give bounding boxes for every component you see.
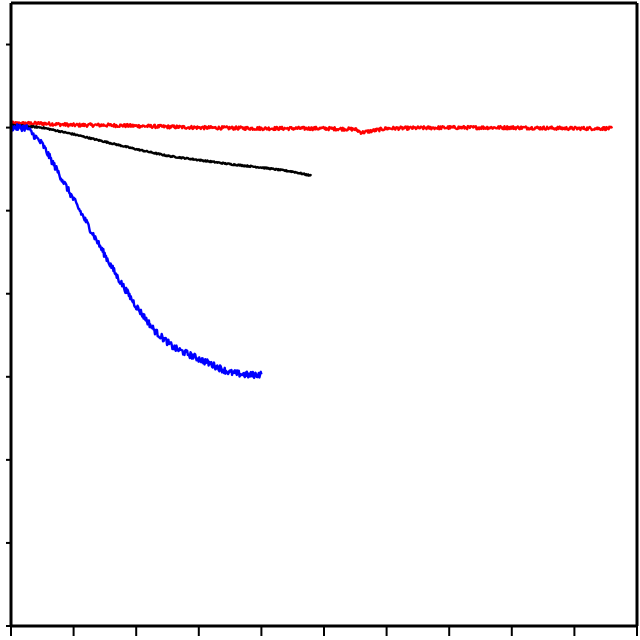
series-line-3 [9,123,263,380]
axes-layer [6,1,639,636]
series-layer [9,120,614,380]
series-line-1 [9,120,614,135]
series-line-2 [10,123,313,177]
